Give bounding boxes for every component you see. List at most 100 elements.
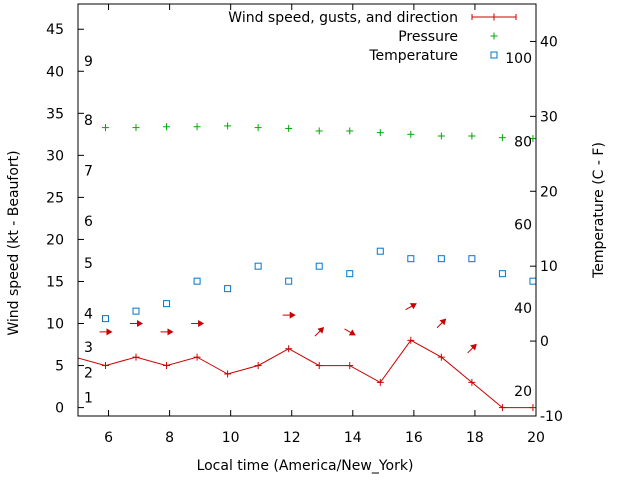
y2-tick-label: 20 [540, 184, 558, 200]
x-tick-label: 10 [222, 430, 240, 446]
beaufort-label: 6 [84, 214, 93, 230]
beaufort-label: 4 [84, 306, 93, 322]
y2-tick-label: 40 [540, 34, 558, 50]
beaufort-label: 9 [84, 54, 93, 70]
plot-frame [77, 3, 537, 417]
pressure-point [163, 123, 171, 131]
y-tick-label: 40 [46, 64, 64, 80]
x-axis-label: Local time (America/New_York) [197, 458, 414, 474]
wind-speed-line [78, 339, 533, 409]
y2-tick-label: -10 [540, 409, 563, 425]
wind-speed-point [132, 353, 140, 361]
pressure-point [468, 132, 476, 140]
pressure-point [254, 124, 262, 132]
y-tick-label: 0 [55, 401, 64, 417]
fahrenheit-label: 100 [505, 51, 532, 67]
wind-direction-arrow [405, 303, 417, 311]
beaufort-label: 5 [84, 256, 93, 272]
y-tick-label: 45 [46, 22, 64, 38]
wind-direction-arrow [344, 328, 356, 336]
fahrenheit-label: 60 [514, 218, 532, 234]
y-tick-label: 25 [46, 190, 64, 206]
wind-direction-arrow [314, 326, 325, 337]
wind-direction-arrow [130, 320, 143, 327]
wind-arrow-head [198, 320, 205, 327]
temperature-point [193, 277, 201, 285]
fahrenheit-label: 40 [514, 301, 532, 317]
wind-speed-point [254, 362, 262, 370]
wind-speed-point [315, 362, 323, 370]
x-tick-label: 14 [344, 430, 362, 446]
pressure-point [224, 122, 232, 130]
y-tick-label: 5 [55, 359, 64, 375]
fahrenheit-label: 80 [514, 134, 532, 150]
y-axis-label: Wind speed (kt - Beaufort) [6, 150, 22, 335]
wind-speed-point [285, 345, 293, 353]
pressure-point [346, 127, 354, 135]
legend-label: Pressure [398, 29, 458, 45]
temperature-point [224, 285, 232, 293]
wind-speed-point [529, 404, 536, 412]
temperature-point [254, 262, 262, 270]
y2-tick-label: 30 [540, 109, 558, 125]
wind-arrow-head [348, 329, 356, 336]
wind-speed-point [346, 362, 354, 370]
wind-direction-arrow [467, 343, 477, 354]
temperature-point [407, 255, 415, 263]
x-tick-label: 18 [466, 430, 484, 446]
legend-marker [490, 32, 498, 40]
wind-arrow-head [317, 326, 325, 334]
y-tick-label: 20 [46, 232, 64, 248]
wind-arrow-head [470, 343, 477, 351]
legend-marker [490, 51, 498, 59]
temperature-point [376, 247, 384, 255]
wind-arrow-head [106, 328, 113, 336]
pressure-point [285, 124, 293, 132]
temperature-point [163, 300, 171, 308]
legend-marker [490, 13, 498, 21]
legend-label: Temperature [368, 48, 458, 64]
wind-direction-arrow [191, 320, 205, 327]
y-tick-label: 30 [46, 148, 64, 164]
x-tick-label: 16 [405, 430, 423, 446]
x-tick-label: 12 [283, 430, 301, 446]
fahrenheit-label: 20 [514, 384, 532, 400]
wind-speed-point [498, 404, 506, 412]
wind-speed-point [193, 353, 201, 361]
y2-tick-label: 10 [540, 259, 558, 275]
pressure-point [132, 124, 140, 132]
pressure-point [437, 132, 445, 140]
x-tick-label: 20 [527, 430, 545, 446]
beaufort-label: 8 [84, 113, 93, 129]
beaufort-label: 2 [84, 365, 93, 381]
beaufort-label: 7 [84, 163, 93, 179]
wind-direction-arrow [436, 318, 447, 329]
x-tick-label: 6 [104, 430, 113, 446]
wind-arrow-head [409, 303, 417, 310]
y-tick-label: 15 [46, 274, 64, 290]
beaufort-label: 1 [84, 391, 93, 407]
x-tick-label: 8 [165, 430, 174, 446]
wind-speed-point [468, 378, 476, 386]
y2-axis-label: Temperature (C - F) [591, 142, 607, 279]
y2-tick-label: 0 [540, 334, 549, 350]
wind-speed-point [224, 370, 232, 378]
pressure-point [407, 130, 415, 138]
temperature-point [498, 270, 506, 278]
temperature-point [285, 277, 293, 285]
temperature-point [346, 270, 354, 278]
wind-direction-arrow [282, 311, 296, 319]
temperature-point [315, 262, 323, 270]
wind-arrow-head [289, 311, 296, 319]
wind-direction-arrow [99, 328, 113, 336]
pressure-point [315, 127, 323, 135]
wind-speed-point [407, 336, 415, 344]
pressure-point [376, 129, 384, 137]
pressure-point [193, 123, 201, 131]
wind-speed-point [163, 362, 171, 370]
wind-direction-arrow [160, 328, 174, 336]
temperature-point [132, 307, 140, 315]
pressure-point [101, 124, 109, 132]
pressure-point [529, 135, 536, 143]
